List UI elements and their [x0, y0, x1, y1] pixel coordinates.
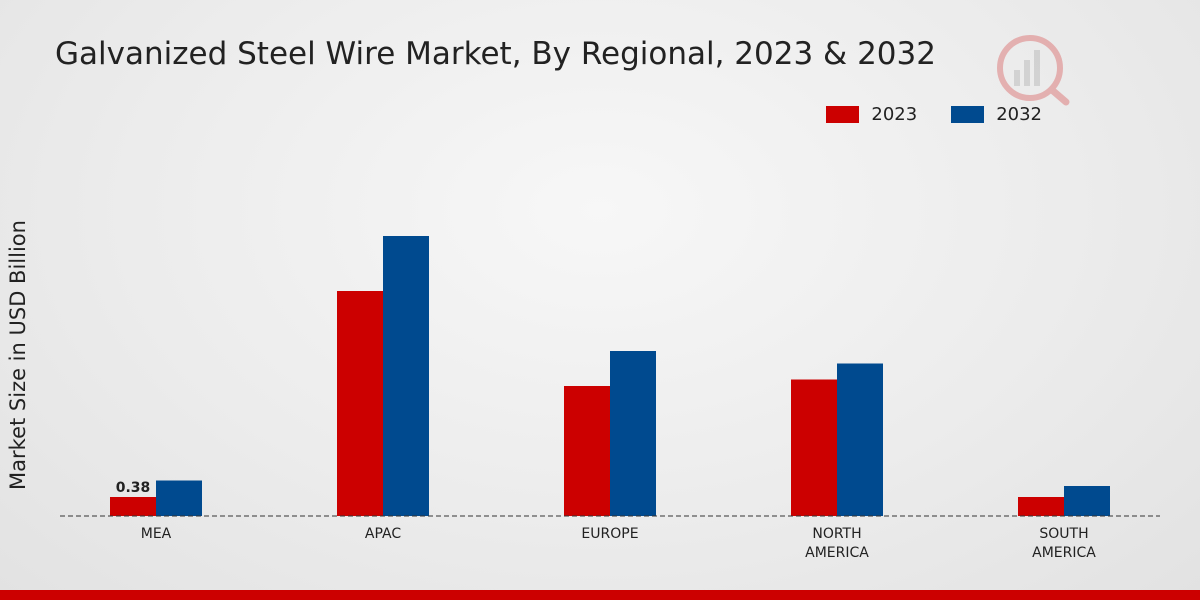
bar-2032-north-america [837, 363, 883, 516]
bar-2023-europe [564, 386, 610, 516]
legend-label-2023: 2023 [871, 104, 918, 125]
data-label-2023-mea: 0.38 [116, 480, 151, 496]
legend-item-2032: 2032 [951, 104, 1042, 125]
x-tick-label-europe: EUROPE [581, 526, 638, 542]
x-tick-label-north-america: NORTH AMERICA [805, 526, 869, 561]
bar-2023-apac [337, 291, 383, 516]
bar-2023-mea [110, 497, 156, 516]
x-tick-label-mea: MEA [141, 526, 172, 542]
legend-swatch-2032 [951, 106, 985, 123]
bar-2032-south-america [1064, 486, 1110, 516]
legend: 2023 2032 [826, 104, 1042, 125]
legend-swatch-2023 [826, 106, 860, 123]
legend-item-2023: 2023 [826, 104, 917, 125]
bar-2032-apac [383, 236, 429, 516]
bar-2023-north-america [791, 379, 837, 516]
x-tick-label-apac: APAC [365, 526, 401, 542]
legend-label-2032: 2032 [996, 104, 1042, 125]
bottom-accent-bar [0, 590, 1200, 600]
brand-logo-icon [997, 35, 1070, 106]
bar-2032-mea [156, 480, 202, 516]
chart-title: Galvanized Steel Wire Market, By Regiona… [55, 36, 936, 72]
bar-2023-south-america [1018, 497, 1064, 516]
bar-2032-europe [610, 351, 656, 516]
x-tick-label-south-america: SOUTH AMERICA [1032, 526, 1096, 561]
